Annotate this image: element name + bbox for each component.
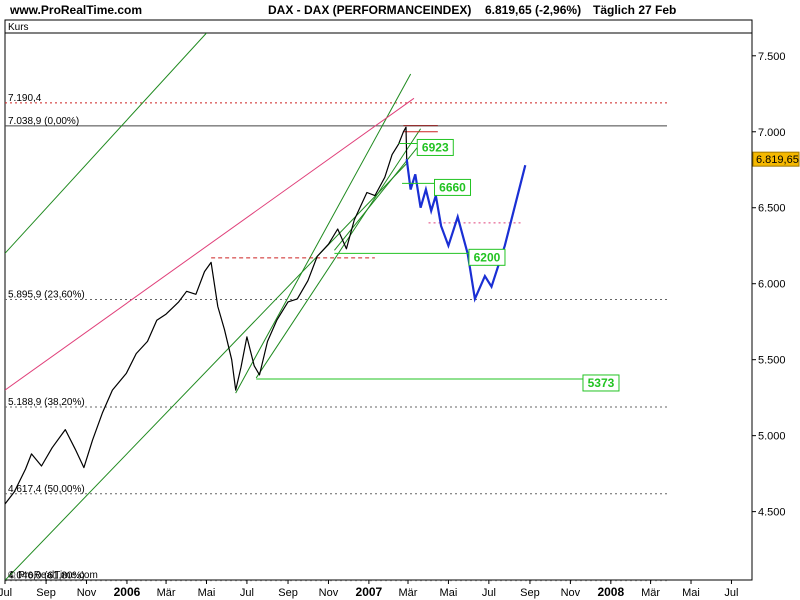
- last-price-label: 6.819,65: [756, 154, 799, 166]
- fib-level-label: 4.617,4 (50,00%): [8, 484, 85, 495]
- price-line: [4, 126, 408, 505]
- fib-level-label: 7.190,4: [8, 93, 42, 104]
- x-tick-label: Mär: [157, 587, 176, 599]
- site-url[interactable]: www.ProRealTime.com: [9, 3, 142, 17]
- y-tick-label: 5.000: [758, 431, 786, 443]
- x-tick-label: Sep: [278, 587, 298, 599]
- y-tick-label: 7.000: [758, 127, 786, 139]
- y-tick-label: 6.000: [758, 279, 786, 291]
- x-tick-label: Mai: [682, 587, 700, 599]
- x-tick-label: Mai: [440, 587, 458, 599]
- x-tick-label: Jul: [240, 587, 254, 599]
- fib-level-label: 5.188,9 (38,20%): [8, 397, 85, 408]
- period-label: Täglich 27 Feb: [593, 3, 676, 17]
- trendline: [5, 97, 415, 391]
- trendline: [5, 161, 409, 580]
- fib-level-label: 5.895,9 (23,60%): [8, 290, 85, 301]
- header-bar: [0, 0, 800, 20]
- target-box-label: 6200: [474, 250, 501, 264]
- target-boxes: 6923 6660 6200 5373: [256, 138, 620, 392]
- panel-label: Kurs: [8, 22, 29, 33]
- last-price-flag: [752, 151, 800, 167]
- x-tick-label: Jul: [0, 587, 12, 599]
- x-tick-label: Mai: [198, 587, 216, 599]
- copyright: © ProRealTime.com: [8, 570, 98, 581]
- trendline: [5, 33, 207, 254]
- target-box: [582, 374, 620, 392]
- x-tick-label: Nov: [319, 587, 339, 599]
- x-axis: Jul Sep Nov 2006 Mär Mai Jul Sep Nov 2007 Mär Mai Ju…: [0, 580, 738, 599]
- y-tick-label: 6.500: [758, 203, 786, 215]
- x-tick-label: 2007: [356, 585, 383, 599]
- x-tick-label: Mär: [641, 587, 660, 599]
- x-tick-label: Mär: [399, 587, 418, 599]
- x-tick-label: Jul: [482, 587, 496, 599]
- trendline: [334, 139, 425, 251]
- fib-level-label: 7.038,9 (0,00%): [8, 116, 79, 127]
- target-box: [416, 138, 454, 156]
- x-tick-label: Nov: [561, 587, 581, 599]
- fibonacci-levels: 7.190,4 7.038,9 (0,00%) 5.895,9 (23,60%) 5.…: [5, 93, 667, 582]
- quote-value: 6.819,65 (-2,96%): [485, 3, 581, 17]
- x-tick-label: Sep: [36, 587, 56, 599]
- trendlines: [5, 33, 523, 580]
- instrument-title: DAX - DAX (PERFORMANCEINDEX): [268, 3, 471, 17]
- x-tick-label: Nov: [77, 587, 97, 599]
- projection-series: [405, 158, 527, 303]
- y-tick-label: 4.500: [758, 507, 786, 519]
- y-tick-label: 7.500: [758, 51, 786, 63]
- target-box: [468, 248, 506, 266]
- target-box-label: 6923: [422, 140, 449, 154]
- target-box-label: 6660: [439, 180, 466, 194]
- fib-level-label: 4.046,0 (61,80%): [8, 571, 85, 582]
- target-box: [434, 178, 472, 196]
- y-axis: 7.500 7.000 6.500 6.000 5.500 5.000 4.500 6.819…: [752, 51, 800, 519]
- projection-line: [405, 158, 527, 303]
- y-tick-label: 5.500: [758, 355, 786, 367]
- plot-frame: [4, 19, 753, 581]
- trendline: [235, 73, 412, 394]
- target-box-label: 5373: [588, 376, 615, 390]
- x-tick-label: 2006: [114, 585, 141, 599]
- x-tick-label: 2008: [597, 585, 624, 599]
- x-tick-label: Jul: [724, 587, 738, 599]
- x-tick-label: Sep: [520, 587, 540, 599]
- price-series: [4, 126, 408, 505]
